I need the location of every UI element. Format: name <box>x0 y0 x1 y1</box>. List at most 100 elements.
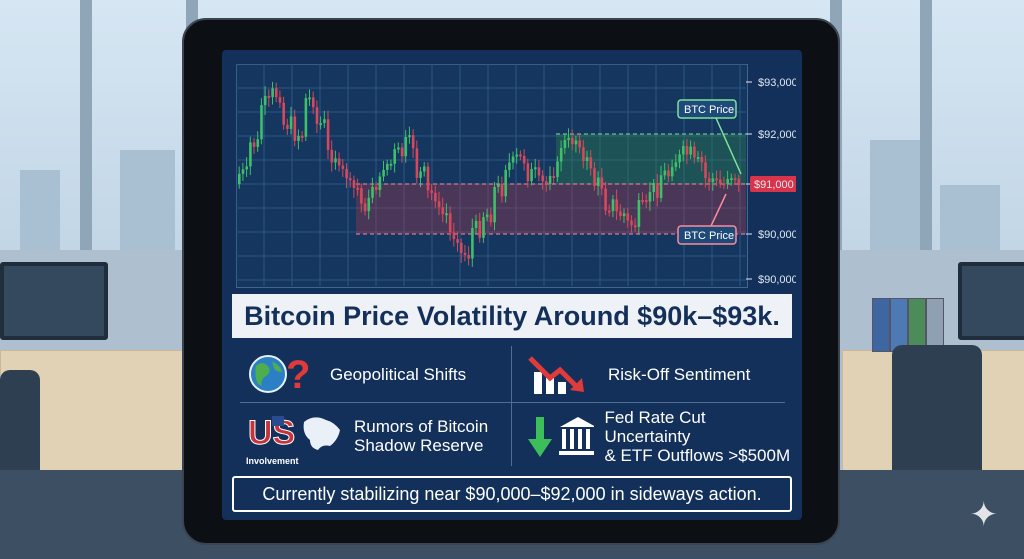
candle-body <box>637 200 641 227</box>
background-monitor <box>958 262 1024 340</box>
candle-body <box>267 95 271 98</box>
candle-body <box>545 181 548 184</box>
candle-body <box>548 175 552 184</box>
candle-body <box>504 169 507 197</box>
candle-body <box>674 162 678 168</box>
candle-body <box>238 173 241 184</box>
candle-body <box>719 179 722 184</box>
factor-label-line2: Shadow Reserve <box>354 436 484 455</box>
candle-body <box>434 192 437 202</box>
candle-body <box>715 178 718 181</box>
candle-body <box>648 192 652 202</box>
page-title: Bitcoin Price Volatility Around $90k–$93… <box>232 294 792 338</box>
candle-body <box>393 149 396 164</box>
callout-arrow-upper <box>715 117 742 175</box>
candle-body <box>608 210 611 213</box>
candle-body <box>452 232 456 240</box>
candle-body <box>626 213 630 221</box>
candle-body <box>423 166 426 172</box>
candle-body <box>571 137 574 145</box>
candle-body <box>323 119 326 124</box>
candle-body <box>556 161 559 178</box>
candle-body <box>463 252 467 255</box>
window-frame <box>920 0 932 250</box>
factor-geopolitical: ? Geopolitical Shifts <box>246 350 466 398</box>
candle-body <box>526 163 530 182</box>
candle-body <box>400 147 404 157</box>
candle-body <box>589 157 593 169</box>
building <box>940 185 1000 250</box>
candle-body <box>345 168 348 179</box>
candle-body <box>485 214 489 218</box>
binder <box>890 298 908 352</box>
candle-body <box>334 158 337 163</box>
factor-risk-off: Risk-Off Sentiment <box>526 350 750 398</box>
divider <box>240 402 785 403</box>
window-frame <box>80 0 92 250</box>
candle-body <box>448 213 452 233</box>
candle-body <box>289 116 293 129</box>
sparkle-icon: ✦ <box>969 496 999 534</box>
tablet-screen: $93,000$92,000$91,000$90,000$90,000$91,0… <box>222 50 802 520</box>
factor-label-group: Fed Rate Cut Uncertainty & ETF Outflows … <box>604 408 792 465</box>
candle-body <box>726 179 729 184</box>
office-chair <box>892 345 982 485</box>
candle-body <box>241 169 245 174</box>
svg-text:?: ? <box>286 353 310 397</box>
factor-label-line2: & ETF Outflows >$500M <box>604 445 791 465</box>
candle-body <box>382 169 385 177</box>
candle-body <box>426 166 430 191</box>
y-tick-label: $93,000 <box>758 77 796 89</box>
candle-body <box>541 175 544 182</box>
candle-body <box>371 186 374 198</box>
candle-body <box>404 136 408 157</box>
candle-body <box>415 148 419 178</box>
candle-body <box>534 167 537 170</box>
candle-body <box>293 116 297 141</box>
factor-fed: Fed Rate Cut Uncertainty & ETF Outflows … <box>526 406 792 466</box>
candle-body <box>522 155 526 164</box>
candle-body <box>619 211 622 217</box>
candle-body <box>341 165 345 169</box>
candle-body <box>356 187 359 190</box>
candle-body <box>508 162 511 170</box>
candle-body <box>275 88 278 98</box>
candle-body <box>286 124 289 129</box>
candle-body <box>700 157 704 163</box>
candle-body <box>308 97 311 100</box>
factor-label-line1: Fed Rate Cut Uncertainty <box>604 407 706 446</box>
candle-body <box>411 135 415 149</box>
y-tick-label: $92,000 <box>758 129 796 141</box>
callout-label-lower: BTC Price <box>684 230 734 242</box>
candle-body <box>304 98 308 137</box>
candle-body <box>263 95 267 106</box>
current-price-badge <box>750 176 796 192</box>
candle-body <box>282 102 285 125</box>
candle-body <box>552 175 556 178</box>
candle-body <box>330 149 334 163</box>
summary-text: Currently stabilizing near $90,000–$92,0… <box>262 483 762 504</box>
y-tick-label: $90,000 <box>758 274 796 286</box>
candle-body <box>641 200 644 203</box>
candle-body <box>430 190 433 193</box>
candle-body <box>300 135 304 138</box>
candle-body <box>630 220 633 226</box>
candle-body <box>730 178 733 181</box>
globe-question-icon: ? <box>249 353 310 397</box>
candle-body <box>489 214 493 223</box>
candle-body <box>615 199 618 212</box>
binder <box>872 298 890 352</box>
summary-banner: Currently stabilizing near $90,000–$92,0… <box>232 476 792 512</box>
callout-box-lower <box>677 225 737 245</box>
candle-body <box>297 135 300 141</box>
y-tick-label: $90,000 <box>758 229 796 241</box>
candle-body <box>471 227 474 259</box>
candle-body <box>245 166 248 170</box>
candle-body <box>737 178 741 186</box>
candle-body <box>419 171 422 178</box>
factor-rumors: US Involvement Rumors of Bitcoin Shadow … <box>246 406 488 467</box>
candle-body <box>352 180 356 188</box>
candle-body <box>567 137 570 140</box>
building <box>20 170 60 250</box>
candle-body <box>437 201 441 208</box>
